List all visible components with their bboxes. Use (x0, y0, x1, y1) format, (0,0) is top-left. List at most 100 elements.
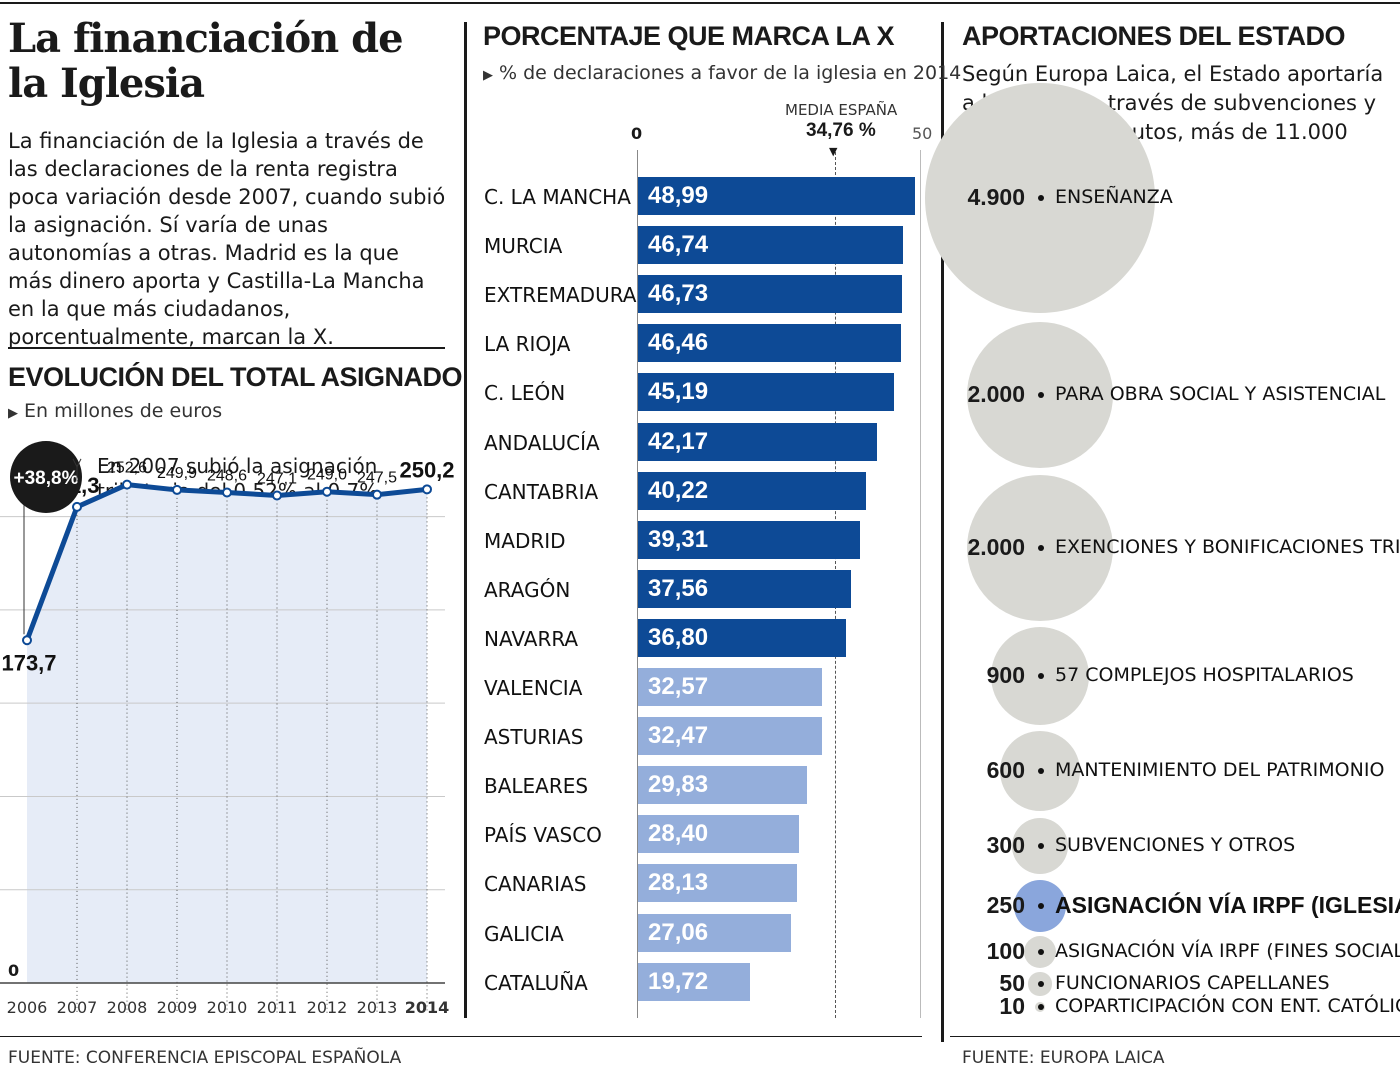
bullet-icon (1038, 903, 1044, 909)
mean-label: MEDIA ESPAÑA (785, 101, 898, 119)
bullet-icon (1038, 545, 1044, 551)
aportacion-label: SUBVENCIONES Y OTROS (1055, 834, 1296, 856)
percent-bar: 28,40 (638, 815, 799, 854)
x-tick-label: 2013 (357, 998, 398, 1017)
percent-bar: 48,99 (638, 177, 916, 215)
region-label: CATALUÑA (484, 970, 588, 995)
aportacion-label: EXENCIONES Y BONIFICACIONES TRIBUT. (1055, 536, 1400, 558)
x-tick-label: 2011 (257, 998, 298, 1017)
aportaciones-title: APORTACIONES DEL ESTADO (962, 21, 1346, 51)
bar-value-label: 48,99 (648, 182, 709, 209)
percent-bar: 32,57 (638, 668, 823, 706)
aportacion-label: FUNCIONARIOS CAPELLANES (1055, 972, 1330, 994)
region-label: MADRID (484, 528, 566, 553)
value-label: 252,6 (107, 460, 147, 477)
region-label: LA RIOJA (484, 332, 571, 357)
source-right: FUENTE: EUROPA LAICA (962, 1048, 1165, 1068)
value-label: 247,5 (357, 470, 397, 487)
bullet-icon (1038, 195, 1044, 201)
mean-value: 34,76 % (806, 120, 876, 141)
bar-value-label: 28,40 (648, 820, 709, 848)
growth-badge (10, 441, 82, 513)
aportacion-value: 4.900 (967, 184, 1025, 210)
data-point (122, 479, 132, 490)
aportacion-value: 2.000 (967, 381, 1025, 407)
bar-value-label: 19,72 (648, 967, 709, 995)
region-label: CANTABRIA (484, 479, 599, 504)
data-point (372, 489, 382, 500)
percent-subtitle-text: % de declaraciones a favor de la iglesia… (499, 62, 962, 84)
aportacion-value: 100 (986, 938, 1025, 964)
aportacion-label: ENSEÑANZA (1055, 186, 1173, 208)
bar-value-label: 42,17 (648, 427, 709, 455)
source-left: FUENTE: CONFERENCIA EPISCOPAL ESPAÑOLA (8, 1048, 402, 1068)
percent-bar: 39,31 (638, 520, 861, 559)
value-label: 248,6 (207, 467, 247, 484)
bullet-icon (1038, 843, 1044, 849)
percent-subtitle: ▶% de declaraciones a favor de la iglesi… (483, 62, 962, 84)
data-point (22, 635, 32, 646)
bar-value-label: 37,56 (648, 574, 709, 602)
mean-marker-icon: ▼ (829, 145, 838, 158)
x-tick-label: 2014 (405, 998, 450, 1017)
percent-axis-min: 0 (631, 124, 643, 143)
data-point (72, 501, 82, 512)
data-point (272, 490, 282, 501)
evolution-subtitle: ▶ En millones de euros (8, 400, 223, 422)
percent-bar: 37,56 (638, 569, 851, 608)
aportacion-label: ASIGNACIÓN VÍA IRPF (FINES SOCIALES) (1055, 940, 1400, 962)
aportacion-value: 900 (986, 662, 1025, 688)
percent-axis-zero (637, 150, 638, 1018)
bullet-icon (1038, 673, 1044, 679)
value-label: 250,2 (399, 457, 454, 482)
bar-value-label: 32,47 (648, 722, 709, 750)
region-label: NAVARRA (484, 626, 579, 651)
percent-bar: 46,74 (638, 226, 903, 265)
column-divider-left (464, 22, 467, 1018)
bar-value-label: 36,80 (648, 623, 709, 651)
bar-value-label: 39,31 (648, 525, 709, 553)
region-label: ARAGÓN (484, 577, 571, 602)
bar-value-label: 28,13 (648, 869, 709, 897)
percent-bar: 27,06 (638, 913, 792, 952)
bar-value-label: 46,73 (648, 280, 709, 308)
region-label: C. LA MANCHA (484, 185, 631, 209)
percent-title: PORCENTAJE QUE MARCA LA X (483, 21, 895, 51)
data-point (422, 484, 432, 495)
bullet-icon (1038, 1004, 1044, 1010)
region-label: EXTREMADURA (484, 283, 637, 308)
evolution-zero-label: 0 (8, 961, 20, 980)
percent-bar: 46,73 (638, 275, 903, 314)
region-label: CANARIAS (484, 872, 587, 897)
source-rule-right (950, 1036, 1400, 1037)
bullet-icon (1038, 981, 1044, 987)
column-divider-right (941, 22, 944, 1042)
x-tick-label: 2008 (107, 998, 148, 1017)
source-rule-left (0, 1036, 922, 1037)
region-label: BALEARES (484, 774, 589, 799)
x-tick-label: 2010 (207, 998, 248, 1017)
bar-value-label: 46,74 (648, 231, 709, 259)
percent-axis-max: 50 (912, 124, 933, 143)
aportacion-value: 50 (999, 970, 1025, 996)
growth-badge-text: +38,8% (14, 468, 79, 489)
percent-bar: 42,17 (638, 422, 877, 461)
bullet-icon (1038, 768, 1044, 774)
badge-connector (76, 464, 78, 482)
percent-axis-fifty (920, 150, 921, 1018)
region-label: ANDALUCÍA (484, 430, 600, 455)
bar-value-label: 27,06 (648, 918, 709, 946)
region-label: GALICIA (484, 921, 564, 946)
percent-bar: 32,47 (638, 717, 822, 756)
bar-value-label: 29,83 (648, 771, 709, 799)
aportacion-value: 10 (999, 993, 1025, 1019)
region-label: PAÍS VASCO (484, 823, 602, 848)
percent-bar: 36,80 (638, 618, 847, 657)
main-title: La financiación de la Iglesia (8, 15, 404, 107)
bullet-icon (1038, 949, 1044, 955)
percent-bar: 19,72 (638, 962, 750, 1001)
bar-value-label: 45,19 (648, 378, 709, 406)
aportacion-value: 600 (986, 757, 1025, 783)
bar-value-label: 40,22 (648, 476, 709, 504)
aportacion-label: COPARTICIPACIÓN CON ENT. CATÓLICAS (1055, 995, 1400, 1017)
